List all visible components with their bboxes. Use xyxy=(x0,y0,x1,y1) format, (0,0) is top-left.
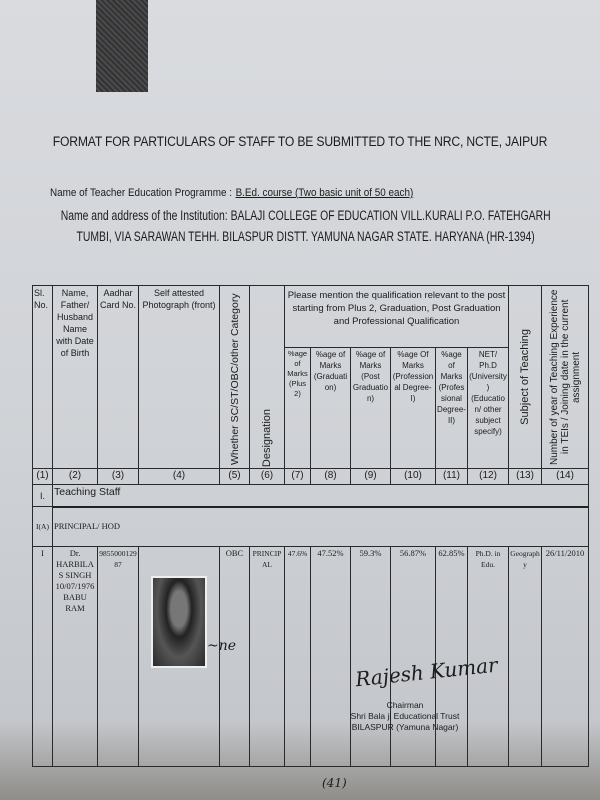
header-category: Whether SC/ST/OBC/other Category xyxy=(219,285,250,469)
col-num: (13) xyxy=(508,468,543,485)
column-number-row: (1) (2) (3) (4) (5) (6) (7) (8) (9) (10)… xyxy=(32,468,590,485)
col-num: (2) xyxy=(52,468,98,485)
col-num: (1) xyxy=(32,468,53,485)
header-experience-text: Number of year of Teaching Experience in… xyxy=(548,289,582,465)
header-designation: Designation xyxy=(249,285,285,469)
section-principal: I(A) PRINCIPAL/ HOD xyxy=(32,506,590,547)
header-category-text: Whether SC/ST/OBC/other Category xyxy=(228,293,241,465)
page-number: (41) xyxy=(322,776,347,790)
institution-line-2: TUMBI, VIA SARAWAN TEHH. BILASPUR DISTT.… xyxy=(76,229,535,244)
staff-photo xyxy=(151,576,207,668)
institution-address: Name and address of the Institution: BAL… xyxy=(40,205,571,247)
col-num: (5) xyxy=(219,468,250,485)
dark-patch xyxy=(96,0,148,92)
col-num: (7) xyxy=(284,468,311,485)
header-qualification: Please mention the qualification relevan… xyxy=(283,285,510,348)
col-num: (3) xyxy=(97,468,139,485)
header-plus2: %age of Marks (Plus 2) xyxy=(284,347,311,469)
header-prof2: %age of Marks (Professional Degree-II) xyxy=(435,347,468,469)
table-row: I Dr. HARBILAS SINGH 10/07/1976 BABU RAM… xyxy=(32,546,590,767)
staff-table: Sl. No. Name, Father/ Husband Name with … xyxy=(32,285,590,767)
stamp-line: BILASPUR (Yamuna Nagar) xyxy=(351,722,459,732)
section-num: I. xyxy=(32,484,53,507)
programme-line: Name of Teacher Education Programme : B.E… xyxy=(50,187,413,199)
stamp-line: Shri Bala ji Educational Trust xyxy=(350,711,460,721)
stamp-line: Chairman xyxy=(386,700,424,710)
header-post-graduation: %age of Marks (Post Graduation) xyxy=(350,347,391,469)
cell-sl: I xyxy=(32,546,53,767)
photo-signature-scribble: ~ne xyxy=(207,638,237,654)
section-label: Teaching Staff xyxy=(51,484,590,508)
cell-joining: 26/11/2010 xyxy=(541,546,590,767)
cell-plus2: 47.6% xyxy=(284,546,311,767)
header-sl: Sl. No. xyxy=(32,285,53,469)
cell-designation: PRINCIPAL xyxy=(249,546,285,767)
staff-father: BABU RAM xyxy=(63,592,87,613)
section-num: I(A) xyxy=(32,506,53,547)
col-num: (8) xyxy=(310,468,351,485)
header-graduation: %age of Marks (Graduation) xyxy=(310,347,351,469)
header-experience: Number of year of Teaching Experience in… xyxy=(541,285,590,469)
programme-label: Name of Teacher Education Programme : xyxy=(50,187,232,199)
staff-dob: 10/07/1976 xyxy=(55,581,95,591)
header-subject: Subject of Teaching xyxy=(508,285,543,469)
header-photo: Self attested Photograph (front) xyxy=(138,285,220,469)
header-prof1: %age Of Marks (Professional Degree-I) xyxy=(390,347,436,469)
header-designation-text: Designation xyxy=(260,408,273,467)
col-num: (12) xyxy=(466,468,510,485)
staff-name: Dr. HARBILAS SINGH xyxy=(56,548,94,580)
cell-prof1: 56.87% xyxy=(390,546,436,767)
col-num: (10) xyxy=(390,468,436,485)
header-aadhar: Aadhar Card No. xyxy=(97,285,139,469)
header-subject-text: Subject of Teaching xyxy=(518,329,531,425)
col-num: (11) xyxy=(435,468,468,485)
col-num: (9) xyxy=(350,468,391,485)
col-num: (6) xyxy=(249,468,285,485)
cell-post-graduation: 59.3% xyxy=(350,546,391,767)
programme-value: B.Ed. course (Two basic unit of 50 each) xyxy=(235,187,414,199)
header-name: Name, Father/ Husband Name with Date of … xyxy=(52,285,98,469)
header-net: NET/ Ph.D (University) (Education/ other… xyxy=(466,347,510,469)
cell-name: Dr. HARBILAS SINGH 10/07/1976 BABU RAM xyxy=(52,546,98,767)
col-num: (4) xyxy=(138,468,220,485)
cell-aadhar: 985500012987 xyxy=(97,546,139,767)
institution-line-1: Name and address of the Institution: BAL… xyxy=(60,208,551,223)
section-teaching-staff: I. Teaching Staff xyxy=(32,484,590,508)
header-row: Sl. No. Name, Father/ Husband Name with … xyxy=(32,285,590,469)
col-num: (14) xyxy=(541,468,590,485)
chairman-stamp: Chairman Shri Bala ji Educational Trust … xyxy=(350,700,460,733)
cell-photo xyxy=(138,546,220,767)
cell-net: Ph.D. in Edu. xyxy=(466,546,510,767)
document-title: FORMAT FOR PARTICULARS OF STAFF TO BE SU… xyxy=(52,134,548,149)
cell-category: OBC xyxy=(219,546,250,767)
cell-graduation: 47.52% xyxy=(310,546,351,767)
section-label: PRINCIPAL/ HOD xyxy=(51,506,590,547)
cell-subject: Geography xyxy=(508,546,543,767)
